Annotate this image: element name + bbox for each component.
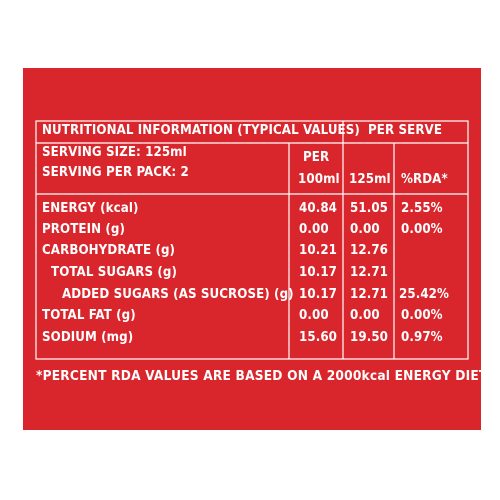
- value-per100: 10.17: [299, 287, 338, 302]
- value-per100: 0.00: [299, 222, 329, 237]
- value-per100: 15.60: [299, 330, 338, 345]
- per-serve-header: PER SERVE: [368, 123, 443, 138]
- col-header-100ml: 100ml: [298, 172, 340, 187]
- col-header-125ml: 125ml: [349, 172, 391, 187]
- value-rda: 0.00%: [401, 222, 443, 237]
- value-per100: 40.84: [299, 201, 338, 216]
- value-per100: 10.21: [299, 243, 338, 258]
- value-per125: 12.71: [350, 265, 389, 280]
- value-rda: 0.00%: [401, 308, 443, 323]
- serving-per-pack: SERVING PER PACK: 2: [42, 165, 189, 180]
- rda-footnote: *PERCENT RDA VALUES ARE BASED ON A 2000k…: [36, 368, 491, 384]
- nutrient-name: TOTAL SUGARS (g): [51, 265, 177, 280]
- value-per125: 51.05: [350, 201, 389, 216]
- value-rda: 25.42%: [399, 287, 450, 302]
- col-header-per: PER: [303, 150, 330, 165]
- nutrient-name: PROTEIN (g): [42, 222, 126, 237]
- nutrition-label-panel: NUTRITIONAL INFORMATION (TYPICAL VALUES)…: [23, 68, 490, 430]
- value-per125: 0.00: [350, 222, 380, 237]
- nutrient-name: SODIUM (mg): [42, 330, 134, 345]
- value-per100: 0.00: [299, 308, 329, 323]
- nutrient-name: ENERGY (kcal): [42, 201, 139, 216]
- nutrient-name: ADDED SUGARS (AS SUCROSE) (g): [62, 287, 294, 302]
- value-per125: 12.71: [350, 287, 389, 302]
- value-per125: 12.76: [350, 243, 389, 258]
- value-per100: 10.17: [299, 265, 338, 280]
- col-header-rda: %RDA*: [401, 172, 448, 187]
- nutrient-name: TOTAL FAT (g): [42, 308, 136, 323]
- label-title: NUTRITIONAL INFORMATION (TYPICAL VALUES): [42, 123, 360, 138]
- value-rda: 2.55%: [401, 201, 443, 216]
- serving-size: SERVING SIZE: 125ml: [42, 145, 187, 160]
- value-per125: 19.50: [350, 330, 389, 345]
- value-rda: 0.97%: [401, 330, 443, 345]
- value-per125: 0.00: [350, 308, 380, 323]
- nutrient-name: CARBOHYDRATE (g): [42, 243, 176, 258]
